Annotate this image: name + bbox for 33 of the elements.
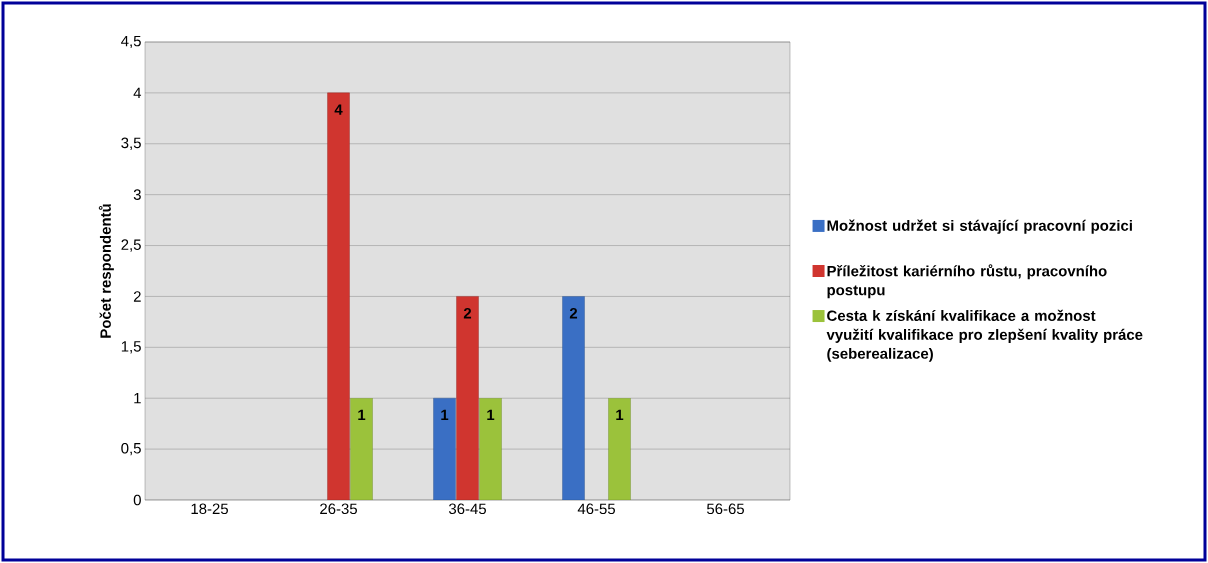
x-tick-label: 56-65	[706, 503, 744, 515]
bar	[608, 398, 631, 500]
legend-label: Možnost udržet si stávající pracovní pozici	[827, 219, 1132, 234]
bar	[479, 398, 502, 500]
y-tick-label: 3	[133, 189, 141, 200]
y-tick-label: 2	[133, 291, 141, 302]
bar	[433, 398, 456, 500]
y-tick-label: 3,5	[121, 137, 141, 150]
data-label: 1	[616, 409, 624, 421]
x-tick-label: 26-35	[320, 503, 357, 515]
y-tick-label: 4,5	[121, 35, 141, 49]
data-label: 1	[441, 409, 449, 421]
y-tick-label: 1,5	[121, 341, 141, 354]
y-tick-label: 4	[133, 87, 142, 99]
y-tick-label: 2,5	[121, 239, 141, 252]
bar	[350, 398, 373, 500]
data-label: 1	[487, 409, 495, 421]
bar	[327, 92, 350, 500]
y-tick-label: 0	[133, 494, 141, 506]
legend-label: Příležitost kariérního růstu, pracovního postupu	[827, 264, 1107, 299]
x-tick-label: 46-55	[577, 503, 615, 515]
x-tick-label: 18-25	[191, 503, 228, 515]
x-tick-label: 36-45	[448, 503, 486, 515]
data-label: 2	[463, 307, 472, 319]
data-label: 4	[334, 104, 343, 115]
legend-label: Cesta k získání kvalifikace a možnost využití kvalifikace pro zlepšení kvality práce (seberealizace)	[826, 309, 1143, 362]
data-label: 2	[569, 307, 578, 319]
bar	[456, 296, 479, 500]
y-tick-label: 1	[134, 393, 141, 404]
bar	[562, 296, 585, 500]
y-tick-label: 0,5	[121, 442, 141, 456]
data-label: 1	[358, 409, 366, 421]
y-axis-title: Počet respondentů	[98, 204, 114, 338]
